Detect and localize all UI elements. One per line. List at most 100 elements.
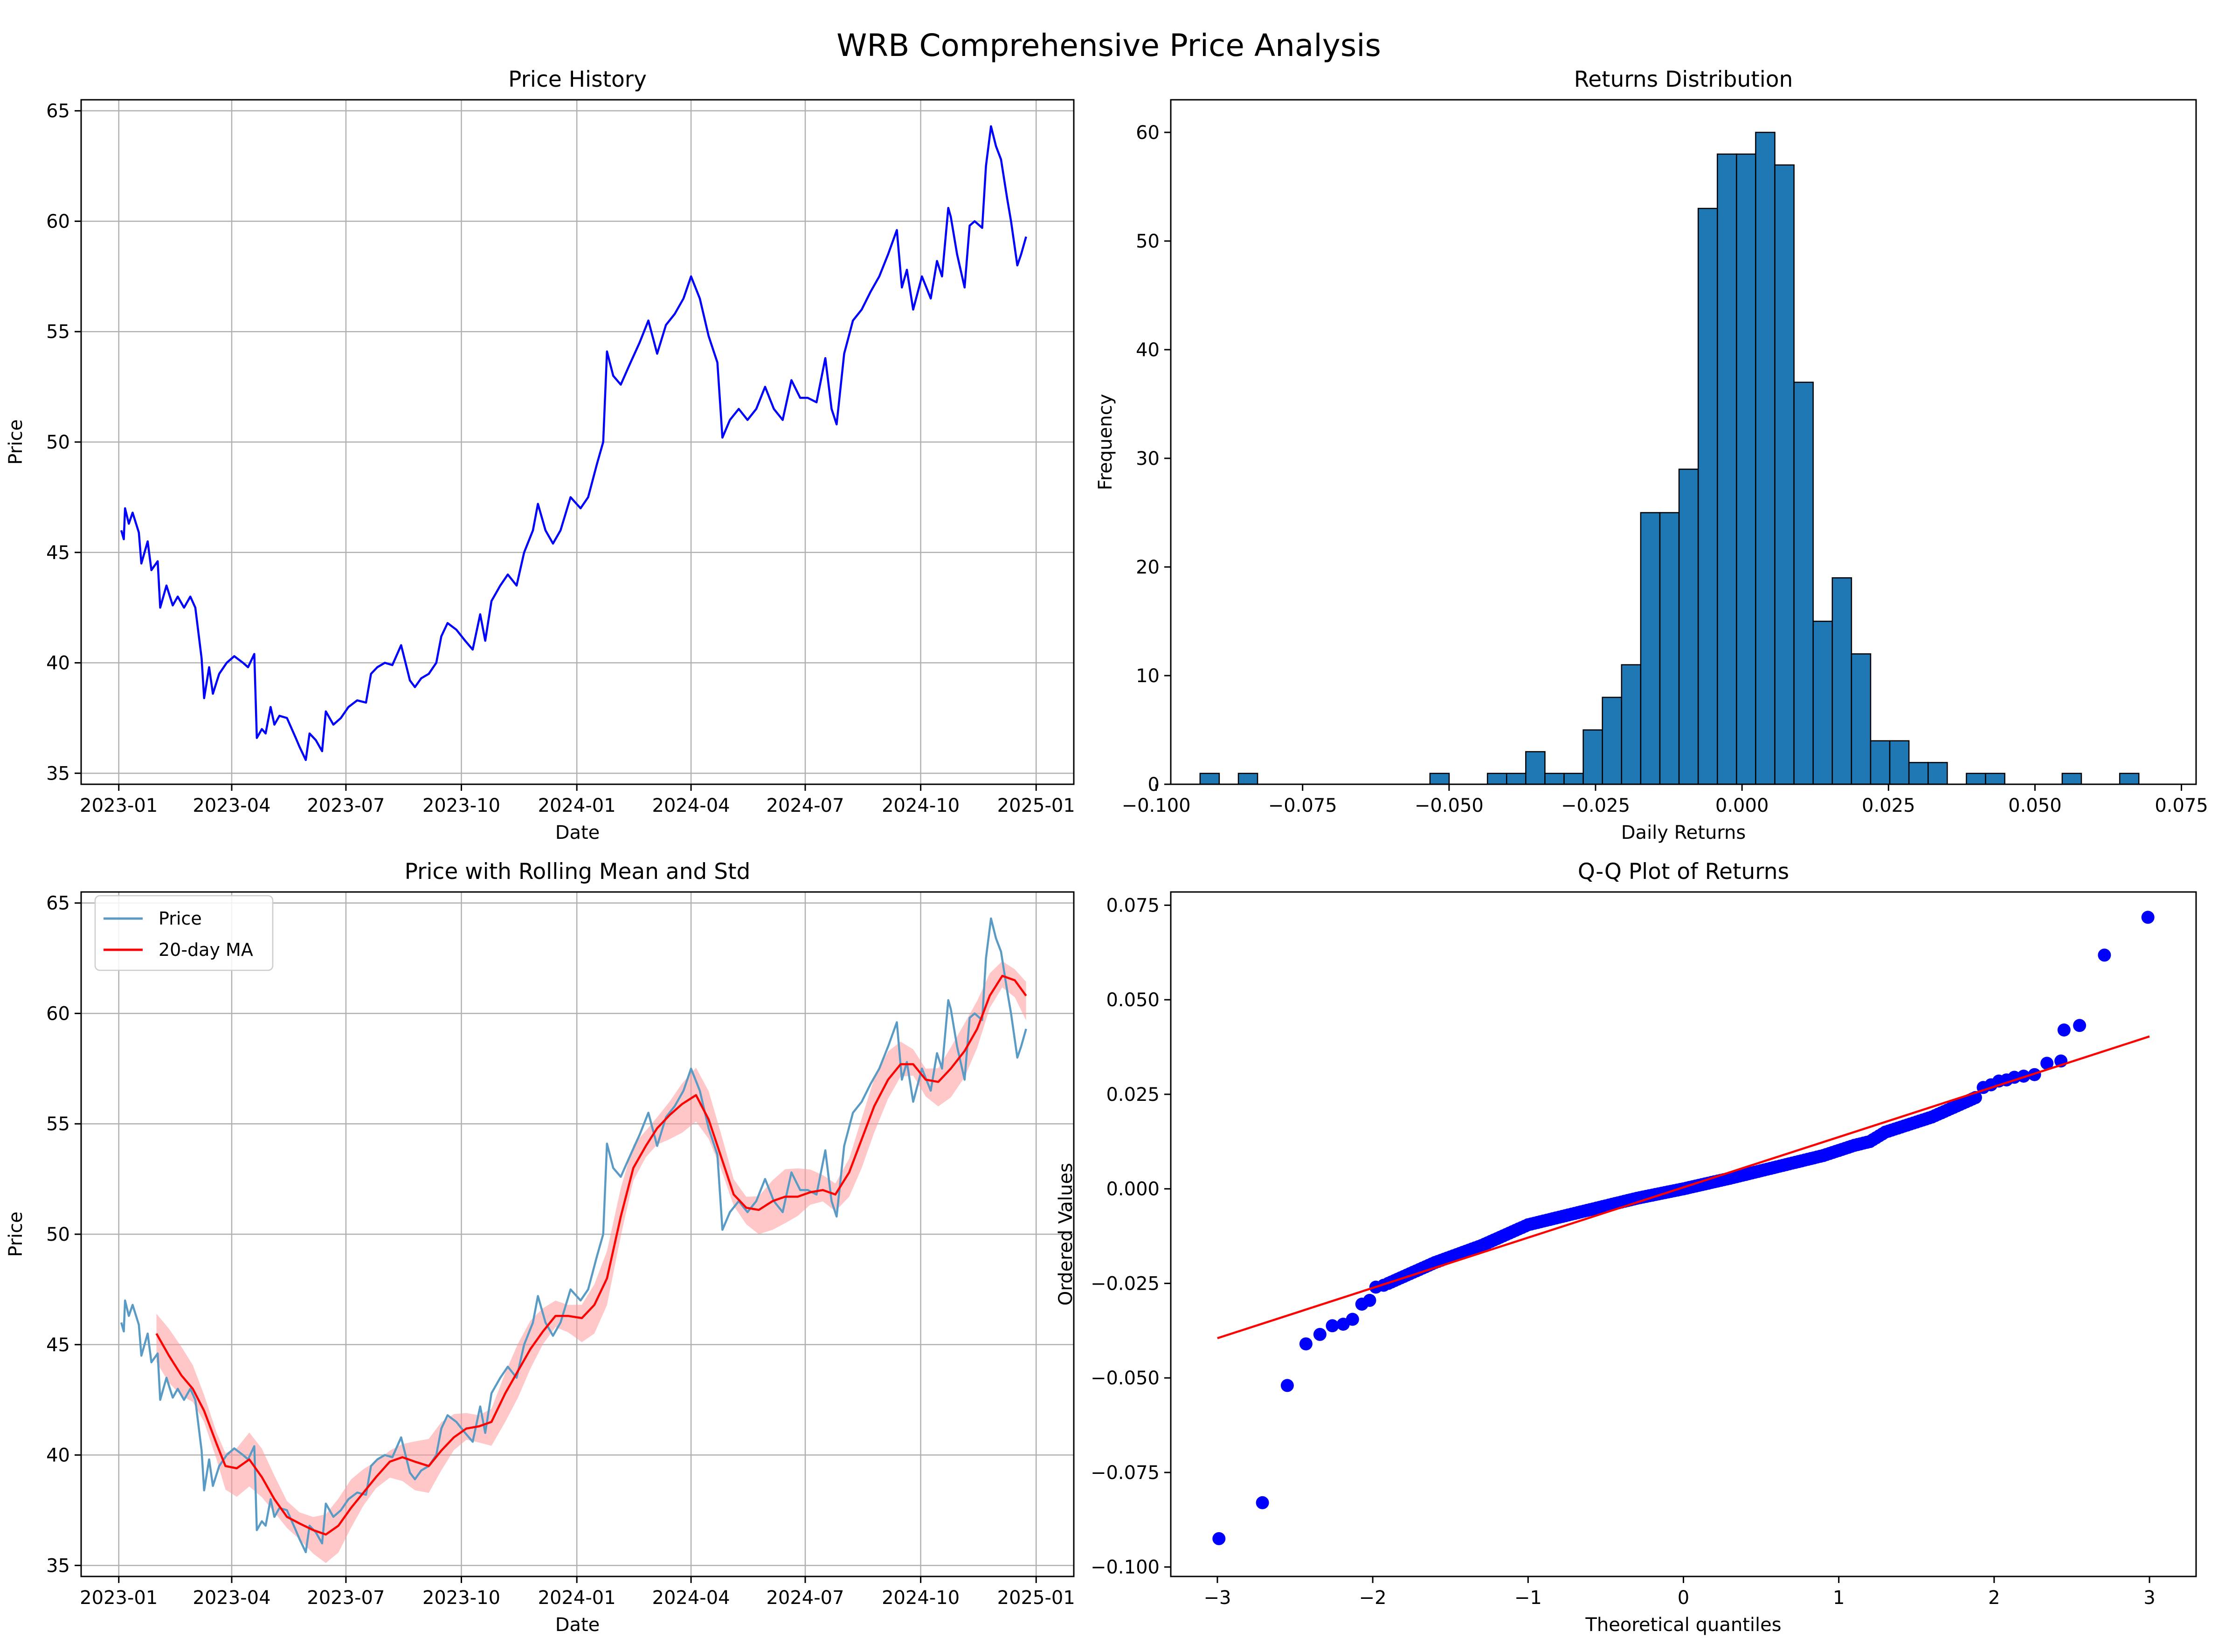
histogram-bar [1755,131,1776,784]
price-history-xlabel: Date [555,822,600,843]
y-tick-label: 40 [46,1445,70,1466]
qq-plot-title: Q-Q Plot of Returns [1578,859,1789,885]
histogram-bar [1237,773,1258,784]
y-tick-label: −0.100 [1091,1557,1160,1578]
qq-point [1299,1337,1313,1351]
histogram-bar [1544,773,1565,784]
histogram-bar [1563,773,1584,784]
histogram-bar [1602,697,1623,784]
y-tick-label: 40 [46,653,70,674]
x-tick-label: 2023-10 [422,1587,500,1609]
histogram-bar [1793,381,1814,784]
y-tick-label: 0 [1148,774,1160,795]
histogram-bar [1678,469,1699,784]
price-history-panel: 2023-01 2023-04 2023-07 2023-10 2024-01 2024-… [5,67,1075,843]
y-tick-label: 40 [1136,339,1160,361]
rolling-legend: Price 20-day MA [94,895,274,971]
x-tick-label: 2024-10 [882,795,960,816]
x-tick-label: 2024-10 [882,1587,960,1609]
qq-point [1280,1379,1294,1392]
returns-distribution-x-ticks: −0.100 −0.075 −0.050 −0.025 0.000 0.025 0.050 0… [1122,784,2208,816]
histogram-bar [1640,512,1661,784]
x-tick-label: 0.025 [1862,795,1915,816]
histogram-bar [1812,621,1833,784]
x-tick-label: 2023-04 [193,795,270,816]
qq-plot-x-ticks: −3 −2 −1 0 1 2 3 [1203,1576,2156,1609]
qq-plot-xlabel: Theoretical quantiles [1585,1614,1781,1636]
y-tick-label: 60 [46,211,70,232]
x-tick-label: 2023-04 [193,1587,270,1609]
x-tick-label: 0.075 [2155,795,2208,816]
x-tick-label: −0.075 [1268,795,1337,816]
histogram-bar [1927,762,1948,784]
histogram-bar [1870,740,1891,784]
x-tick-label: 2023-07 [307,795,385,816]
histogram-bar [1889,740,1910,784]
x-tick-label: −0.025 [1561,795,1630,816]
histogram-bar [1717,153,1737,784]
qq-plot-panel: −3 −2 −1 0 1 2 3 −0.100 −0.075 −0.050 −0.025 0.000… [1055,859,2197,1636]
x-tick-label: 2025-01 [997,1587,1075,1609]
x-tick-label: 2024-07 [766,795,844,816]
qq-plot-ylabel: Ordered Values [1055,1163,1077,1306]
histogram-bar [1774,164,1795,784]
y-tick-label: 20 [1136,557,1160,578]
histogram-bar [1851,653,1872,784]
histogram-bar [1659,512,1680,784]
price-series-line [120,125,1027,761]
x-tick-label: 0.000 [1715,795,1769,816]
y-tick-label: 65 [46,893,70,914]
y-tick-label: −0.050 [1091,1368,1160,1389]
x-tick-label: 1 [1833,1587,1845,1609]
y-tick-label: 65 [46,101,70,122]
x-tick-label: −0.100 [1122,795,1191,816]
x-tick-label: 3 [2143,1587,2155,1609]
returns-distribution-axes-frame [1170,99,2197,785]
price-history-plot [120,125,1027,761]
y-tick-label: 50 [46,1224,70,1245]
price-history-x-ticks: 2023-01 2023-04 2023-07 2023-10 2024-01 2024-… [80,784,1075,816]
x-tick-label: 0.050 [2008,795,2062,816]
rolling-ylabel: Price [5,1211,27,1257]
rolling-grid [81,892,1074,1576]
x-tick-label: 2 [1988,1587,2000,1609]
rolling-xlabel: Date [555,1614,600,1636]
histogram-bar [1582,729,1603,784]
rolling-panel: 2023-01 2023-04 2023-07 2023-10 2024-01 2024-… [5,859,1075,1636]
y-tick-label: 35 [46,763,70,784]
y-tick-label: 60 [1136,122,1160,144]
qq-point [1346,1313,1359,1326]
x-tick-label: −2 [1359,1587,1387,1609]
histogram-bar [1985,773,2005,784]
qq-point [1212,1532,1226,1545]
histogram-bar [1831,577,1852,784]
price-history-ylabel: Price [5,419,27,465]
y-tick-label: 60 [46,1003,70,1024]
y-tick-label: 45 [46,1334,70,1356]
moving-average-line [155,975,1027,1536]
returns-distribution-xlabel: Daily Returns [1621,822,1746,843]
qq-plot-plot [1212,911,2155,1545]
x-tick-label: −0.050 [1415,795,1484,816]
rolling-y-ticks: 35 40 45 50 55 60 65 [46,893,81,1576]
histogram-bar [2061,773,2082,784]
histogram-bar [1966,773,1986,784]
x-tick-label: 2024-01 [538,1587,616,1609]
rolling-title: Price with Rolling Mean and Std [405,859,751,885]
x-tick-label: 2024-01 [538,795,616,816]
returns-distribution-ylabel: Frequency [1095,394,1116,491]
y-tick-label: 0.000 [1106,1179,1160,1200]
price-history-grid [81,100,1074,784]
qq-point [2141,911,2155,924]
rolling-x-ticks: 2023-01 2023-04 2023-07 2023-10 2024-01 2024-… [80,1576,1075,1609]
returns-distribution-plot [1199,131,2140,784]
y-tick-label: 55 [46,321,70,343]
histogram-bar [1621,664,1642,784]
x-tick-label: 2023-01 [80,1587,158,1609]
histogram-bar [1908,762,1929,784]
returns-distribution-panel: −0.100 −0.075 −0.050 −0.025 0.000 0.025 0.050 0… [1095,67,2208,843]
legend-box [94,895,274,971]
x-tick-label: 2023-07 [307,1587,385,1609]
qq-point [1313,1327,1327,1341]
